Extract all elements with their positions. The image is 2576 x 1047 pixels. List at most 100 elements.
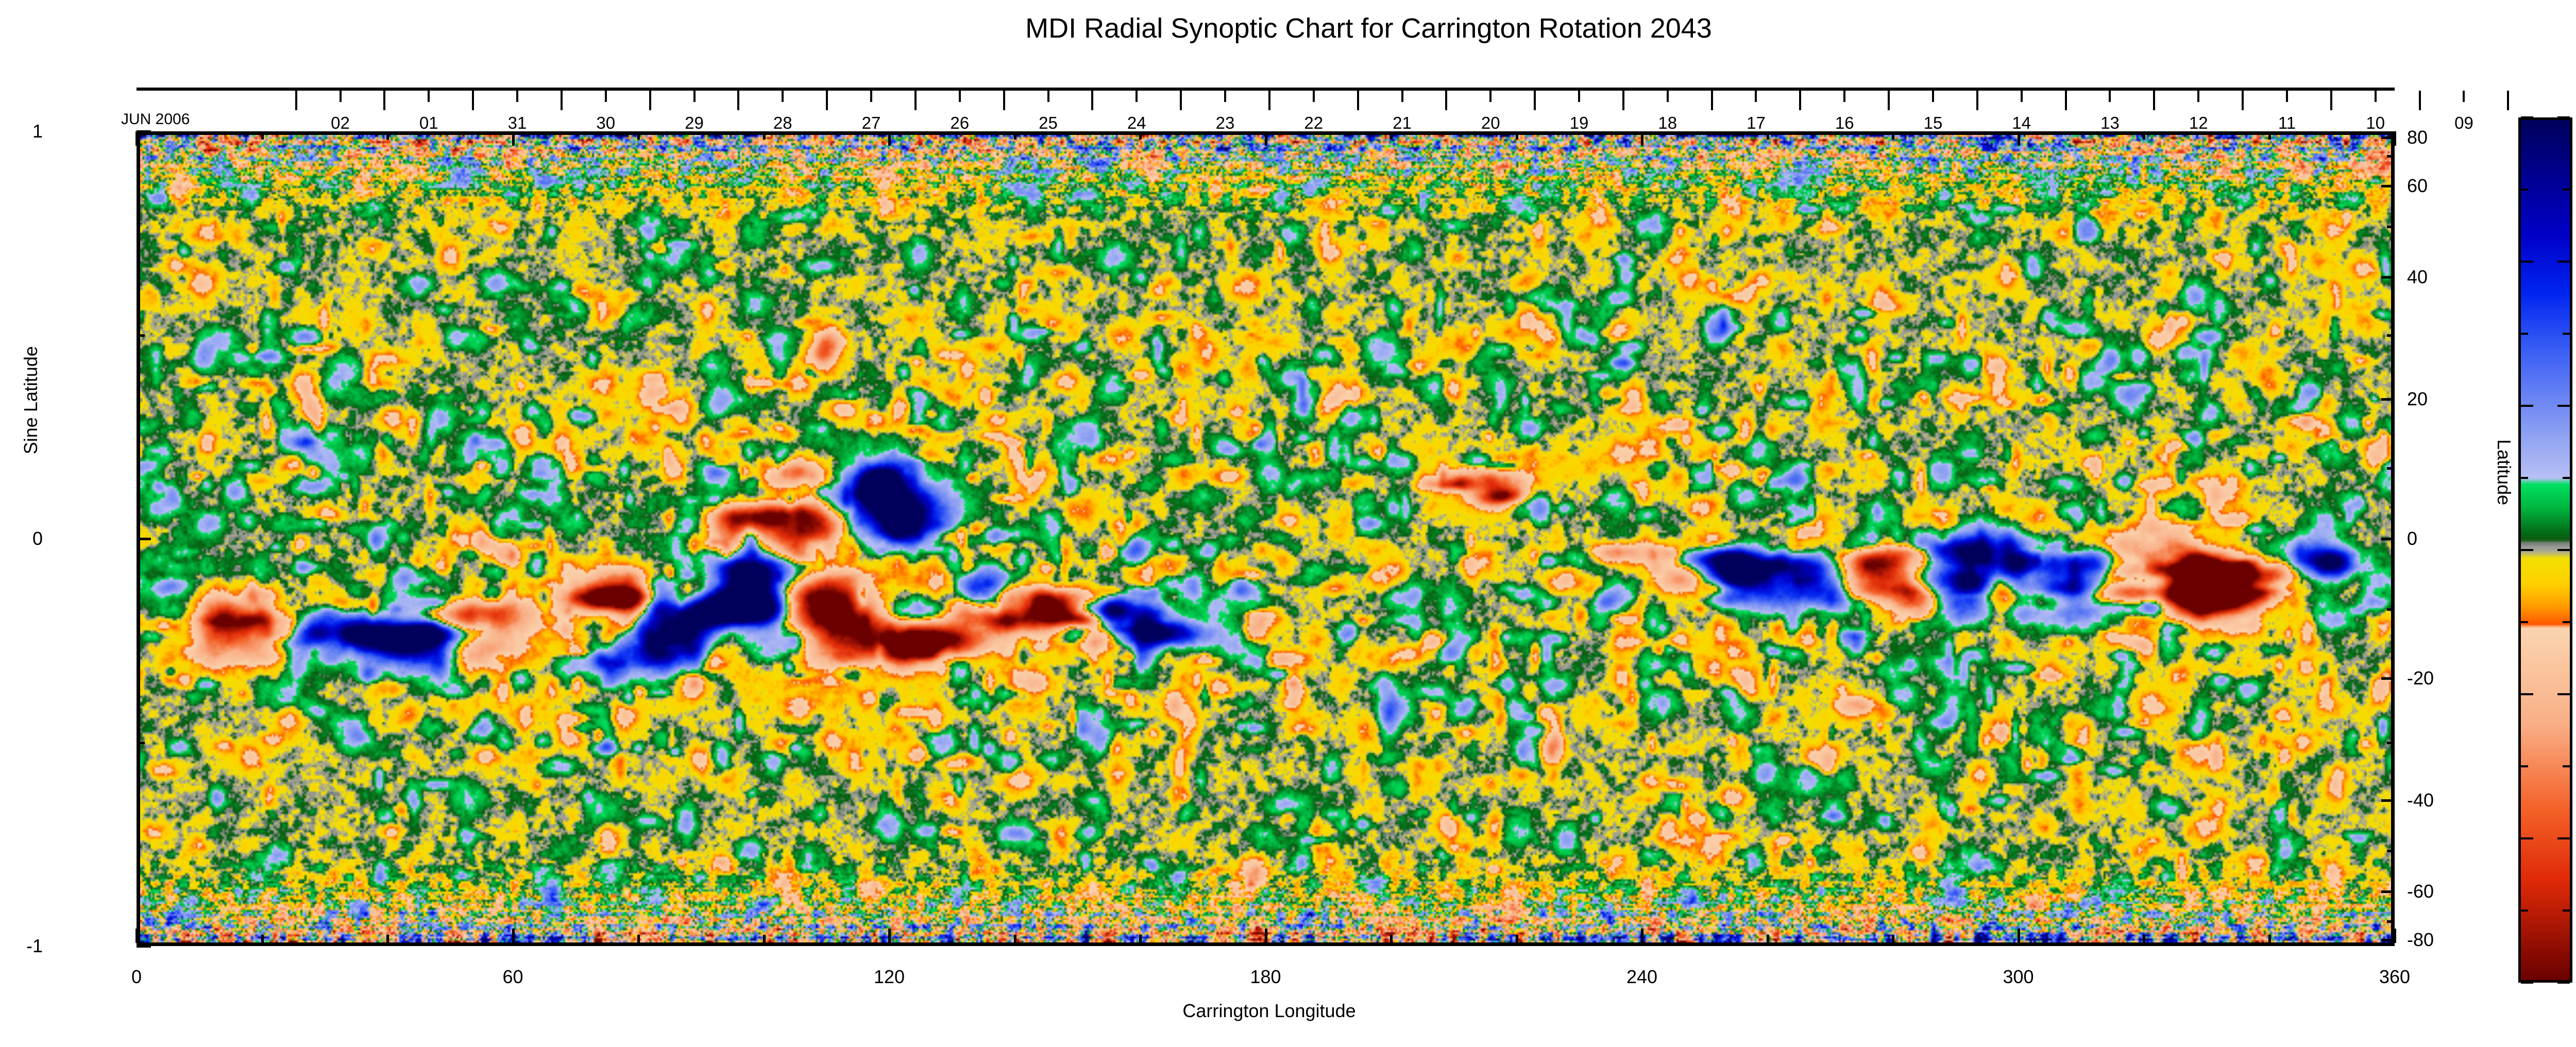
colorbar-major-tick <box>2557 693 2570 695</box>
top-axis-minor-tick <box>2374 91 2377 102</box>
x-axis-major-tick <box>1264 929 1267 943</box>
x-axis-major-tick <box>512 929 515 943</box>
top-axis-minor-tick <box>2197 91 2200 102</box>
top-axis-date-label: 14 <box>2012 113 2031 132</box>
x-axis-minor-tick-top <box>762 131 766 140</box>
y-axis-right-tick-label: 0 <box>2407 528 2418 549</box>
top-axis-date-label: 26 <box>950 113 970 132</box>
y-axis-right-tick-label: 60 <box>2407 175 2428 196</box>
top-axis-major-tick <box>472 91 474 110</box>
top-axis-major-tick <box>1534 91 1536 110</box>
magnetogram-heatmap <box>140 135 2391 942</box>
colorbar-major-tick <box>2557 261 2570 263</box>
y-axis-right-major-tick <box>2381 538 2395 540</box>
x-axis-minor-tick-top <box>2268 131 2271 140</box>
top-axis-date-label: 20 <box>1481 113 1500 132</box>
colorbar-minor-tick <box>2563 333 2570 335</box>
colorbar-minor-tick <box>2521 909 2528 912</box>
top-axis-minor-tick <box>1312 91 1315 102</box>
y-axis-right-minor-tick <box>2387 920 2395 923</box>
x-axis-tick-label: 60 <box>502 966 523 987</box>
y-axis-right-minor-tick <box>2387 467 2395 470</box>
top-axis-major-tick <box>1976 91 1978 110</box>
top-axis-major-tick <box>1268 91 1270 110</box>
x-axis-minor-tick-top <box>386 131 389 140</box>
y-axis-right-minor-tick <box>2387 608 2395 611</box>
x-axis-tick-label: 180 <box>1250 966 1281 987</box>
x-axis-minor-tick <box>2268 935 2271 943</box>
y-axis-right-major-tick <box>2381 276 2395 279</box>
colorbar-minor-tick <box>2563 621 2570 623</box>
x-axis-minor-tick <box>637 935 640 943</box>
top-axis-major-tick <box>1180 91 1182 110</box>
x-axis-minor-tick-top <box>1390 131 1393 140</box>
top-axis-date-label: 31 <box>507 113 527 132</box>
top-axis-date-label: 02 <box>331 113 350 132</box>
x-axis-minor-tick-top <box>1139 131 1142 140</box>
x-axis-title-text: Carrington Longitude <box>1182 1000 1356 1021</box>
x-axis-tick-label: 120 <box>873 966 905 987</box>
x-axis-tick-label: 360 <box>2379 966 2411 987</box>
top-axis-date-label: 21 <box>1393 113 1412 132</box>
top-axis-minor-tick <box>782 91 784 102</box>
colorbar-minor-tick <box>2563 909 2570 912</box>
y-axis-right-major-tick <box>2381 938 2395 941</box>
y-axis-right-tick-label: -80 <box>2407 929 2434 950</box>
top-axis-date-label: 24 <box>1127 113 1146 132</box>
y-axis-right-minor-tick <box>2387 155 2395 158</box>
top-axis-date-label: 29 <box>685 113 704 132</box>
top-axis-minor-tick <box>1578 91 1580 102</box>
x-axis-minor-tick <box>762 935 766 943</box>
colorbar-major-tick <box>2521 405 2533 407</box>
top-axis-date-label: 01 <box>419 113 438 132</box>
x-axis-minor-tick <box>261 935 264 943</box>
y-axis-right-tick-label: -40 <box>2407 789 2434 811</box>
x-axis-major-tick-top <box>2017 131 2020 146</box>
top-axis-major-tick <box>2507 91 2510 110</box>
colorbar-minor-tick <box>2563 188 2570 191</box>
x-axis-minor-tick-top <box>1515 131 1518 140</box>
top-axis-major-tick <box>914 91 917 110</box>
top-axis-major-tick <box>1091 91 1094 110</box>
top-axis-minor-tick <box>2463 91 2465 102</box>
top-axis-date-label: 11 <box>2278 113 2296 132</box>
x-axis-minor-tick <box>2143 935 2145 943</box>
top-axis-minor-tick <box>958 91 961 102</box>
top-axis-minor-tick <box>2020 91 2023 102</box>
top-axis-major-tick <box>2153 91 2156 110</box>
top-axis-date-label: 30 <box>596 113 616 132</box>
top-axis-date-label: 13 <box>2100 113 2120 132</box>
x-axis-minor-tick <box>1390 935 1393 943</box>
y-axis-left-tick-label: 1 <box>32 121 43 142</box>
colorbar-minor-tick <box>2521 477 2528 479</box>
colorbar-major-tick <box>2521 982 2533 984</box>
colorbar-minor-tick <box>2563 765 2570 767</box>
colorbar-major-tick <box>2521 261 2533 263</box>
y-axis-left-major-tick <box>137 538 151 540</box>
top-axis-major-tick <box>1003 91 1005 110</box>
x-axis-tick-label: 300 <box>2003 966 2034 987</box>
y-axis-right-major-tick <box>2381 799 2395 802</box>
x-axis-major-tick-top <box>2394 131 2396 146</box>
top-axis-date-label: 19 <box>1569 113 1589 132</box>
top-axis-date-label: 22 <box>1304 113 1324 132</box>
top-axis-minor-tick <box>516 91 519 102</box>
colorbar-minor-tick <box>2521 188 2528 191</box>
top-axis-major-tick <box>1710 91 1713 110</box>
y-axis-left-major-tick <box>137 130 151 133</box>
synoptic-map-plot <box>137 131 2395 946</box>
top-axis-major-tick <box>2330 91 2332 110</box>
top-axis-major-tick <box>560 91 563 110</box>
x-axis-major-tick <box>1641 929 1643 943</box>
y-axis-right-minor-tick <box>2387 226 2395 229</box>
y-axis-right-tick-label: 40 <box>2407 266 2428 287</box>
x-axis-minor-tick <box>1892 935 1894 943</box>
x-axis-major-tick-top <box>888 131 891 146</box>
top-axis-major-tick <box>737 91 740 110</box>
y-axis-left-title: Sine Latitude <box>20 346 41 455</box>
top-axis-major-tick <box>2064 91 2067 110</box>
top-axis-date-label: 15 <box>1923 113 1943 132</box>
top-axis-major-tick <box>1799 91 1802 110</box>
chart-title: MDI Radial Synoptic Chart for Carrington… <box>1025 13 1712 44</box>
colorbar-minor-tick <box>2521 621 2528 623</box>
